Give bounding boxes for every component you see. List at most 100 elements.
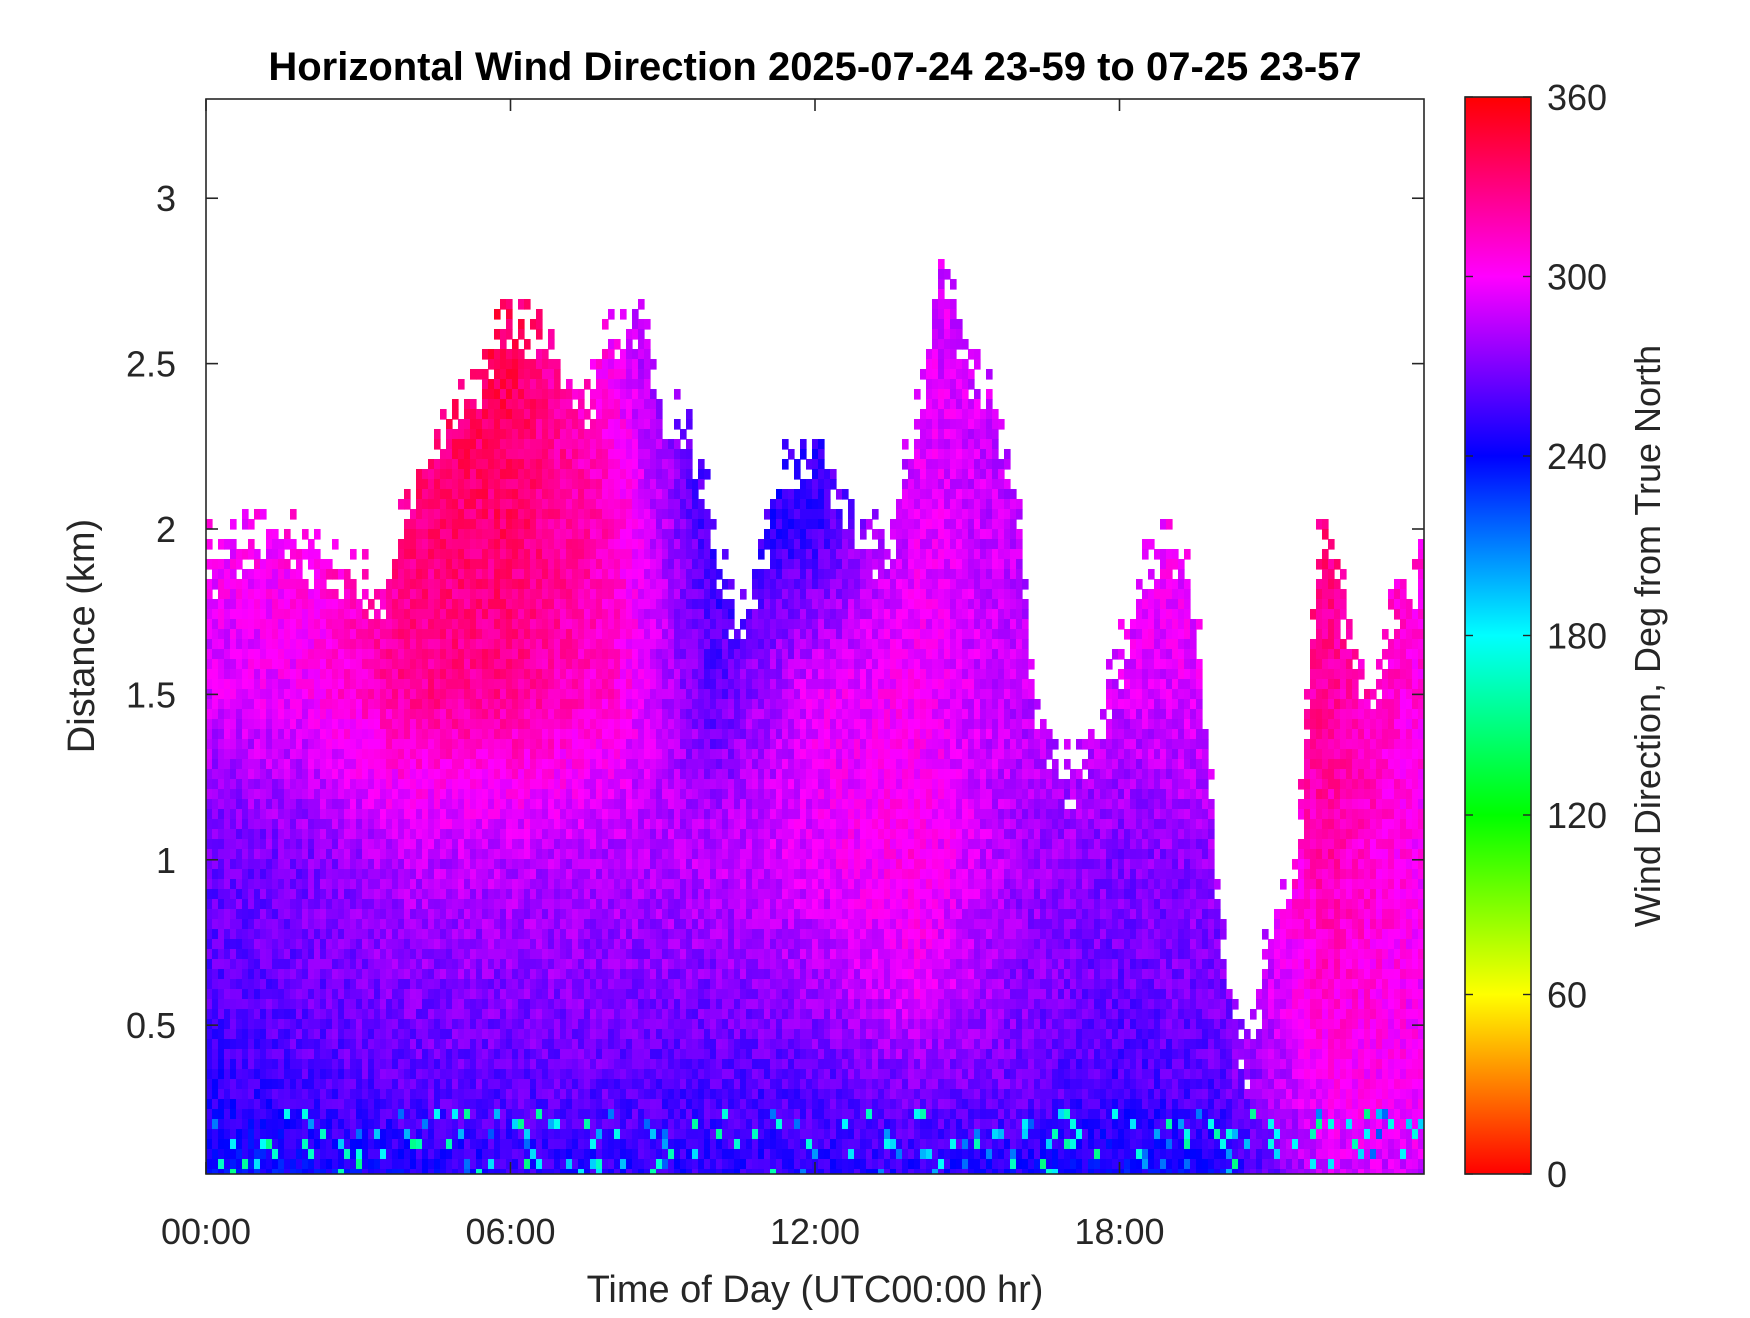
heatmap-cell xyxy=(374,819,381,830)
heatmap-cell xyxy=(332,609,339,620)
heatmap-cell xyxy=(278,1009,285,1020)
heatmap-cell xyxy=(536,1059,543,1070)
heatmap-cell xyxy=(344,1029,351,1040)
heatmap-cell xyxy=(248,1159,255,1170)
heatmap-cell xyxy=(530,879,537,890)
heatmap-cell xyxy=(434,429,441,440)
heatmap-cell xyxy=(362,959,369,970)
heatmap-cell xyxy=(350,929,357,940)
heatmap-cell xyxy=(440,529,447,540)
heatmap-cell xyxy=(614,369,621,380)
heatmap-cell xyxy=(320,1089,327,1100)
heatmap-cell xyxy=(620,519,627,530)
heatmap-cell xyxy=(332,829,339,840)
heatmap-cell xyxy=(326,559,333,570)
heatmap-cell xyxy=(308,749,315,760)
heatmap-cell xyxy=(530,789,537,800)
heatmap-cell xyxy=(440,629,447,640)
heatmap-cell xyxy=(368,839,375,850)
heatmap-cell xyxy=(284,929,291,940)
heatmap-cell xyxy=(464,639,471,650)
heatmap-cell xyxy=(404,599,411,610)
heatmap-cell xyxy=(404,919,411,930)
heatmap-cell xyxy=(434,1129,441,1140)
heatmap-cell xyxy=(374,999,381,1010)
heatmap-cell xyxy=(224,859,231,870)
heatmap-cell xyxy=(368,1099,375,1110)
heatmap-cell xyxy=(230,589,237,600)
heatmap-cell xyxy=(524,389,531,400)
heatmap-cell xyxy=(578,909,585,920)
heatmap-cell xyxy=(614,749,621,760)
heatmap-cell xyxy=(254,1089,261,1100)
heatmap-cell xyxy=(362,1119,369,1130)
heatmap-cell xyxy=(482,909,489,920)
heatmap-cell xyxy=(500,919,507,930)
heatmap-cell xyxy=(206,779,213,790)
heatmap-cell xyxy=(356,939,363,950)
heatmap-cell xyxy=(446,949,453,960)
heatmap-cell xyxy=(614,459,621,470)
heatmap-cell xyxy=(206,1129,213,1140)
heatmap-cell xyxy=(386,849,393,860)
heatmap-cell xyxy=(206,579,213,590)
heatmap-cell xyxy=(542,949,549,960)
heatmap-cell xyxy=(362,979,369,990)
heatmap-cell xyxy=(464,569,471,580)
heatmap-cell xyxy=(608,859,615,870)
heatmap-cell xyxy=(410,509,417,520)
heatmap-cell xyxy=(614,919,621,930)
heatmap-cell xyxy=(542,609,549,620)
heatmap-cell xyxy=(374,619,381,630)
heatmap-cell xyxy=(572,549,579,560)
heatmap-cell xyxy=(590,1159,597,1170)
heatmap-cell xyxy=(416,659,423,670)
heatmap-cell xyxy=(266,1129,273,1140)
heatmap-cell xyxy=(434,479,441,490)
heatmap-cell xyxy=(488,699,495,710)
heatmap-cell xyxy=(572,589,579,600)
heatmap-cell xyxy=(368,1069,375,1080)
heatmap-cell xyxy=(254,889,261,900)
heatmap-cell xyxy=(578,529,585,540)
heatmap-cell xyxy=(470,529,477,540)
heatmap-cell xyxy=(560,599,567,610)
heatmap-cell xyxy=(602,849,609,860)
heatmap-cell xyxy=(566,749,573,760)
heatmap-cell xyxy=(590,499,597,510)
heatmap-cell xyxy=(398,849,405,860)
heatmap-cell xyxy=(482,499,489,510)
heatmap-cell xyxy=(476,839,483,850)
heatmap-cell xyxy=(620,529,627,540)
heatmap-cell xyxy=(248,849,255,860)
heatmap-cell xyxy=(446,1079,453,1090)
heatmap-cell xyxy=(542,409,549,420)
heatmap-cell xyxy=(608,509,615,520)
heatmap-cell xyxy=(482,689,489,700)
heatmap-cell xyxy=(500,589,507,600)
heatmap-cell xyxy=(422,489,429,500)
heatmap-cell xyxy=(500,459,507,470)
heatmap-cell xyxy=(428,839,435,850)
heatmap-cell xyxy=(386,639,393,650)
heatmap-cell xyxy=(362,1069,369,1080)
heatmap-cell xyxy=(296,799,303,810)
heatmap-cell xyxy=(542,939,549,950)
heatmap-cell xyxy=(422,549,429,560)
heatmap-cell xyxy=(248,1059,255,1070)
heatmap-cell xyxy=(482,839,489,850)
heatmap-cell xyxy=(476,1049,483,1060)
heatmap-cell xyxy=(422,859,429,870)
heatmap-cell xyxy=(278,639,285,650)
heatmap-cell xyxy=(380,789,387,800)
heatmap-cell xyxy=(494,959,501,970)
heatmap-cell xyxy=(470,439,477,450)
heatmap-cell xyxy=(596,699,603,710)
heatmap-cell xyxy=(470,829,477,840)
heatmap-cell xyxy=(512,539,519,550)
heatmap-cell xyxy=(530,759,537,770)
heatmap-cell xyxy=(584,879,591,890)
heatmap-cell xyxy=(524,469,531,480)
heatmap-cell xyxy=(608,729,615,740)
heatmap-cell xyxy=(584,479,591,490)
